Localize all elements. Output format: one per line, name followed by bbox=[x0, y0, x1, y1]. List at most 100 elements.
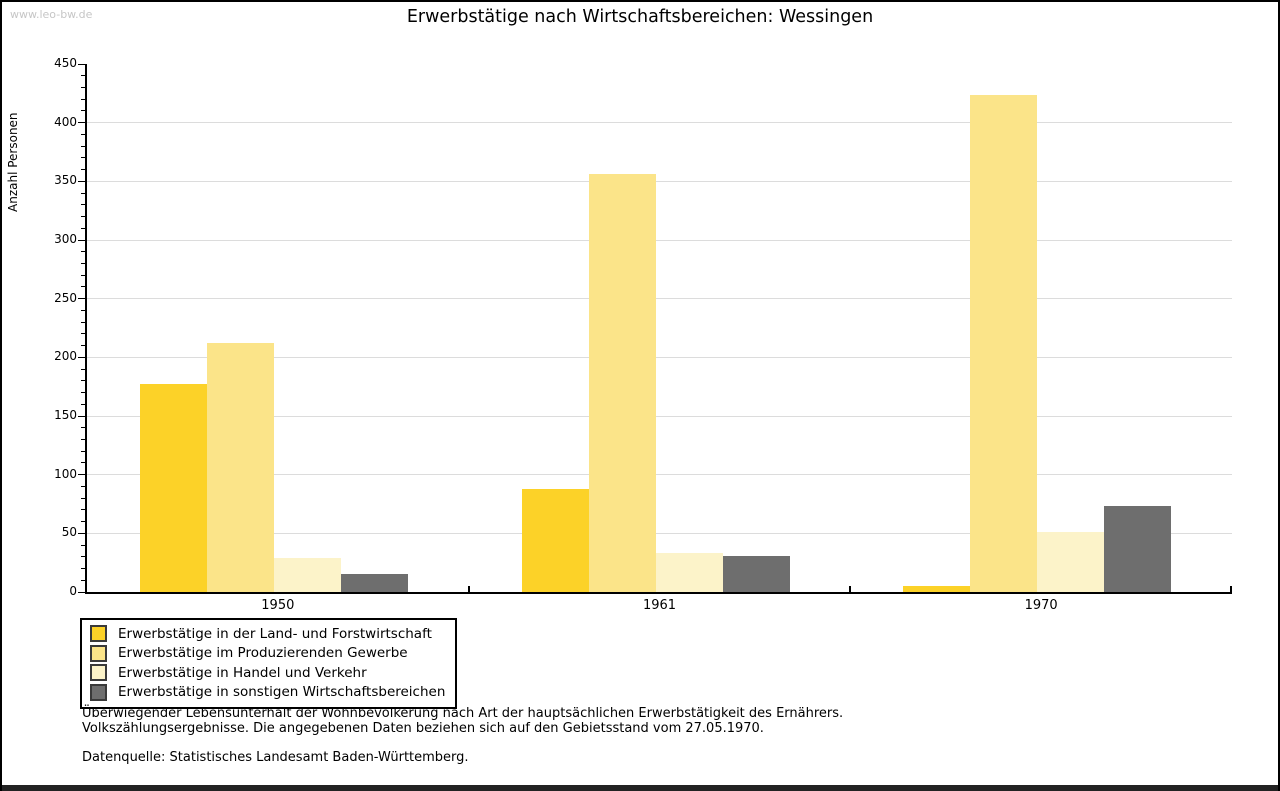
legend-item-3: Erwerbstätige in Handel und Verkehr bbox=[90, 663, 445, 683]
x-axis-label-1961: 1961 bbox=[642, 598, 677, 613]
x-axis-label-1970: 1970 bbox=[1024, 598, 1058, 613]
bar-1950-series-1 bbox=[139, 384, 207, 592]
y-axis-title: Anzahl Personen bbox=[6, 112, 20, 212]
y-axis-tick bbox=[81, 262, 85, 264]
bar-1970-series-3 bbox=[1037, 532, 1105, 592]
y-axis-tick bbox=[81, 556, 85, 558]
y-axis-tick bbox=[81, 133, 85, 135]
y-axis-tick bbox=[78, 474, 85, 476]
legend-items: Erwerbstätige in der Land- und Forstwirt… bbox=[90, 624, 445, 702]
y-axis-tick bbox=[81, 169, 85, 171]
bar-1950-series-4 bbox=[340, 574, 408, 592]
gridline-200 bbox=[87, 356, 1232, 358]
y-axis-tick-label: 400 bbox=[54, 114, 77, 129]
y-axis-tick bbox=[81, 86, 85, 88]
y-axis-tick bbox=[81, 309, 85, 311]
bar-1961-series-2 bbox=[588, 174, 656, 592]
y-axis-tick-label: 150 bbox=[54, 408, 77, 422]
y-axis-tick bbox=[81, 544, 85, 546]
y-axis-tick-label: 350 bbox=[54, 173, 77, 188]
y-axis-tick bbox=[78, 63, 85, 65]
y-axis-tick bbox=[81, 438, 85, 440]
y-axis-tick bbox=[78, 122, 85, 124]
bar-1950-series-3 bbox=[273, 557, 341, 592]
y-axis-tick bbox=[78, 298, 85, 300]
legend-item-2: Erwerbstätige im Produzierenden Gewerbe bbox=[90, 644, 445, 664]
gridline-400 bbox=[87, 122, 1232, 124]
legend-item-4: Erwerbstätige in sonstigen Wirtschaftsbe… bbox=[90, 683, 445, 703]
bar-1961-series-4 bbox=[722, 555, 790, 592]
y-axis-tick bbox=[81, 485, 85, 487]
legend-swatch-icon bbox=[90, 683, 107, 701]
x-axis-label-1950: 1950 bbox=[261, 598, 295, 613]
y-axis-tick-label: 200 bbox=[54, 349, 77, 364]
y-axis-tick-label: 300 bbox=[54, 232, 77, 246]
source-note: Datenquelle: Statistisches Landesamt Bad… bbox=[82, 750, 469, 765]
legend: Erwerbstätige in der Land- und Forstwirt… bbox=[80, 618, 458, 709]
bar-1961-series-1 bbox=[521, 488, 589, 592]
gridline-100 bbox=[87, 474, 1232, 476]
bar-1970-series-2 bbox=[970, 94, 1038, 592]
legend-item-1: Erwerbstätige in der Land- und Forstwirt… bbox=[90, 624, 445, 644]
x-axis-tick bbox=[849, 586, 852, 592]
y-axis-tick bbox=[81, 321, 85, 323]
y-axis-tick bbox=[81, 157, 85, 159]
y-axis-tick bbox=[81, 345, 85, 347]
y-axis-tick-label: 50 bbox=[61, 525, 77, 540]
gridline-250 bbox=[87, 298, 1232, 300]
footnote: Überwiegender Lebensunterhalt der Wohnbe… bbox=[82, 706, 843, 736]
y-axis-tick bbox=[81, 403, 85, 405]
y-axis-tick bbox=[78, 591, 85, 593]
y-axis-tick bbox=[81, 98, 85, 100]
legend-label: Erwerbstätige in Handel und Verkehr bbox=[118, 664, 367, 681]
y-axis-tick bbox=[78, 180, 85, 182]
y-axis-tick bbox=[81, 450, 85, 452]
y-axis-tick bbox=[81, 380, 85, 382]
y-axis-tick bbox=[81, 216, 85, 218]
y-axis-tick bbox=[78, 415, 85, 417]
y-axis-tick bbox=[81, 333, 85, 335]
y-axis-tick bbox=[81, 497, 85, 499]
y-axis-tick bbox=[81, 75, 85, 77]
y-axis-tick bbox=[81, 509, 85, 511]
y-axis-tick-label: 250 bbox=[54, 290, 77, 305]
y-axis-tick-label: 0 bbox=[69, 584, 77, 598]
y-axis-tick bbox=[81, 568, 85, 570]
bar-1961-series-3 bbox=[655, 553, 723, 592]
y-axis-tick bbox=[81, 204, 85, 206]
y-axis-tick bbox=[81, 392, 85, 394]
legend-label: Erwerbstätige in der Land- und Forstwirt… bbox=[118, 625, 432, 642]
y-axis-tick-label: 100 bbox=[54, 466, 77, 481]
legend-swatch-icon bbox=[90, 625, 107, 643]
y-axis-tick bbox=[81, 145, 85, 147]
gridline-150 bbox=[87, 415, 1232, 417]
legend-label: Erwerbstätige im Produzierenden Gewerbe bbox=[118, 645, 408, 662]
bar-1950-series-2 bbox=[206, 343, 274, 592]
y-axis-tick bbox=[81, 251, 85, 253]
y-axis-line bbox=[85, 64, 87, 594]
y-axis-tick bbox=[81, 192, 85, 194]
y-axis-tick bbox=[81, 521, 85, 523]
y-axis-tick bbox=[78, 356, 85, 358]
y-axis-tick-label: 450 bbox=[54, 56, 77, 70]
y-axis-tick bbox=[81, 427, 85, 429]
bar-1970-series-1 bbox=[903, 586, 971, 592]
y-axis-tick bbox=[81, 462, 85, 464]
y-axis-tick bbox=[81, 227, 85, 229]
y-axis-tick bbox=[81, 579, 85, 581]
y-axis-tick bbox=[81, 368, 85, 370]
y-axis-tick bbox=[81, 286, 85, 288]
footnote-line-2: Volkszählungsergebnisse. Die angegebenen… bbox=[82, 720, 764, 736]
y-axis-tick bbox=[78, 532, 85, 534]
legend-swatch-icon bbox=[90, 664, 107, 682]
gridline-350 bbox=[87, 180, 1232, 182]
x-axis-tick bbox=[467, 586, 470, 592]
bar-1970-series-4 bbox=[1104, 506, 1172, 592]
watermark: www.leo-bw.de bbox=[10, 8, 93, 21]
gridline-300 bbox=[87, 239, 1232, 241]
legend-label: Erwerbstätige in sonstigen Wirtschaftsbe… bbox=[118, 684, 446, 701]
gridline-50 bbox=[87, 532, 1232, 534]
y-axis-tick bbox=[78, 239, 85, 241]
y-axis-tick bbox=[81, 274, 85, 276]
